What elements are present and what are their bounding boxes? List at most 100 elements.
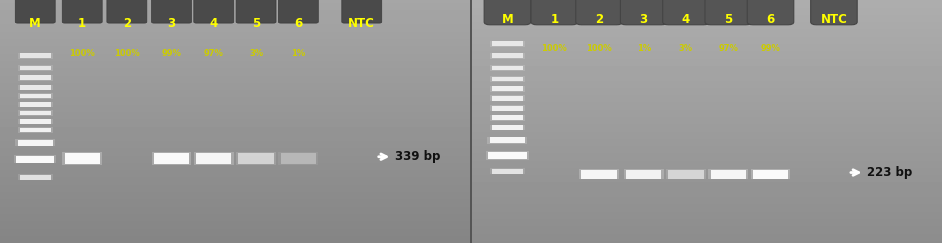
Bar	[16, 156, 54, 163]
Text: 100%: 100%	[586, 44, 612, 53]
Text: 99%: 99%	[760, 44, 781, 53]
Bar	[490, 76, 525, 82]
Bar	[238, 153, 274, 164]
Text: 1: 1	[78, 17, 87, 30]
Text: NTC: NTC	[349, 17, 375, 30]
Bar	[751, 169, 790, 179]
Bar	[486, 151, 529, 160]
Text: 223 bp: 223 bp	[867, 166, 912, 179]
Bar	[236, 152, 276, 165]
FancyBboxPatch shape	[236, 0, 276, 23]
Bar	[490, 95, 525, 101]
Bar	[281, 153, 316, 164]
Bar	[492, 169, 523, 174]
Bar	[492, 77, 523, 81]
Bar	[490, 65, 525, 71]
Bar	[18, 93, 53, 99]
Text: 97%: 97%	[203, 49, 223, 58]
Bar	[492, 66, 523, 70]
Bar	[492, 125, 523, 130]
Bar	[20, 175, 51, 180]
Text: 3%: 3%	[679, 44, 693, 53]
Bar	[490, 105, 525, 111]
Text: 100%: 100%	[542, 44, 567, 53]
Text: 339 bp: 339 bp	[395, 150, 440, 163]
Text: 3%: 3%	[249, 49, 263, 58]
Bar	[753, 170, 788, 179]
Bar	[492, 115, 523, 120]
Text: 5: 5	[724, 13, 732, 26]
FancyBboxPatch shape	[342, 0, 382, 23]
Bar	[18, 102, 53, 107]
Bar	[20, 66, 51, 70]
Text: M: M	[501, 13, 513, 26]
Text: M: M	[29, 17, 41, 30]
Bar	[20, 128, 51, 132]
FancyBboxPatch shape	[62, 0, 102, 23]
Text: 4: 4	[210, 17, 218, 30]
Text: 4: 4	[682, 13, 690, 26]
Bar	[279, 152, 318, 165]
Bar	[492, 96, 523, 101]
FancyBboxPatch shape	[576, 0, 623, 25]
Bar	[708, 169, 748, 179]
Bar	[490, 168, 525, 174]
Bar	[18, 140, 53, 146]
Bar	[492, 86, 523, 91]
Bar	[710, 170, 746, 179]
Text: 2: 2	[122, 17, 131, 30]
Text: 3: 3	[640, 13, 648, 26]
Bar	[579, 169, 619, 179]
Text: 100%: 100%	[70, 49, 95, 58]
Bar	[18, 53, 53, 59]
Bar	[581, 170, 617, 179]
Bar	[18, 127, 53, 133]
FancyBboxPatch shape	[106, 0, 147, 23]
Bar	[18, 174, 53, 180]
Bar	[490, 125, 525, 130]
FancyBboxPatch shape	[621, 0, 667, 25]
Bar	[666, 169, 706, 179]
Bar	[487, 137, 528, 144]
Text: NTC: NTC	[820, 13, 848, 26]
Bar	[154, 153, 189, 164]
Bar	[626, 170, 661, 179]
FancyBboxPatch shape	[152, 0, 191, 23]
FancyBboxPatch shape	[705, 0, 752, 25]
Bar	[668, 170, 704, 179]
Bar	[490, 115, 525, 121]
Bar	[18, 85, 53, 90]
Bar	[18, 75, 53, 81]
Text: 100%: 100%	[114, 49, 139, 58]
Bar	[490, 41, 525, 47]
Bar	[20, 53, 51, 58]
Bar	[20, 111, 51, 115]
FancyBboxPatch shape	[194, 0, 234, 23]
Bar	[65, 153, 100, 164]
Bar	[492, 53, 523, 58]
FancyBboxPatch shape	[662, 0, 709, 25]
Bar	[14, 155, 57, 163]
Text: 2: 2	[595, 13, 603, 26]
FancyBboxPatch shape	[15, 0, 56, 23]
Bar	[624, 169, 663, 179]
FancyBboxPatch shape	[531, 0, 577, 25]
Bar	[15, 139, 56, 146]
Bar	[490, 86, 525, 92]
Bar	[62, 152, 102, 165]
Bar	[20, 94, 51, 98]
Text: 6: 6	[767, 13, 774, 26]
Bar	[490, 53, 525, 59]
Bar	[488, 152, 527, 159]
Text: 6: 6	[294, 17, 302, 30]
Bar	[492, 106, 523, 111]
Bar	[20, 102, 51, 107]
FancyBboxPatch shape	[484, 0, 530, 25]
Bar	[18, 110, 53, 116]
Bar	[18, 119, 53, 124]
Bar	[20, 119, 51, 124]
Bar	[152, 152, 191, 165]
Text: 97%: 97%	[719, 44, 739, 53]
Text: 5: 5	[252, 17, 260, 30]
FancyBboxPatch shape	[747, 0, 794, 25]
